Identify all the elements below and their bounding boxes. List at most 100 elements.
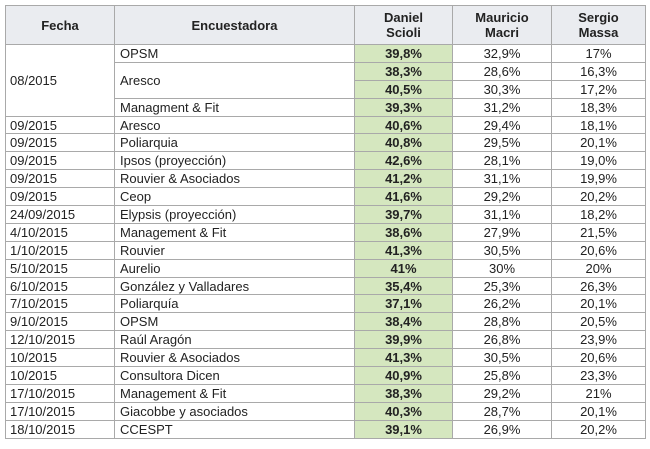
cell-massa: 21,5% <box>551 222 646 242</box>
cell-macri: 32,9% <box>452 44 552 63</box>
cell-fecha: 7/10/2015 <box>5 294 115 314</box>
cell-massa: 20,2% <box>551 419 646 439</box>
cell-massa: 20,6% <box>551 240 646 260</box>
cell-macri: 30,5% <box>452 240 552 260</box>
cell-scioli: 40,6% <box>354 115 453 135</box>
table-row: 09/2015 Ceop 41,6% 29,2% 20,2% <box>5 187 646 207</box>
table-row: 09/2015 Rouvier & Asociados 41,2% 31,1% 19,9… <box>5 169 646 189</box>
cell-encuestadora: CCESPT <box>114 419 355 439</box>
cell-massa: 16,3% <box>551 61 646 81</box>
cell-macri: 25,8% <box>452 366 552 385</box>
cell-massa: 26,3% <box>551 276 646 296</box>
cell-massa: 20,5% <box>551 312 646 332</box>
cell-fecha: 1/10/2015 <box>5 240 115 260</box>
cell-macri: 28,6% <box>452 61 552 81</box>
cell-scioli: 41,2% <box>354 169 453 189</box>
table-row: 4/10/2015 Management & Fit 38,6% 27,9% 21,5% <box>5 222 646 242</box>
cell-massa: 20,2% <box>551 187 646 207</box>
cell-encuestadora: Aresco <box>114 115 355 135</box>
cell-macri: 29,5% <box>452 133 552 153</box>
cell-scioli: 38,3% <box>354 383 453 403</box>
header-encuestadora: Encuestadora <box>114 5 355 45</box>
table-row: 1/10/2015 Rouvier 41,3% 30,5% 20,6% <box>5 240 646 260</box>
table-row: 08/2015 OPSM 39,8% 32,9% 17% <box>5 44 646 117</box>
header-scioli: Daniel Scioli <box>354 5 453 45</box>
cell-encuestadora: Rouvier & Asociados <box>114 169 355 189</box>
header-scioli-line1: Daniel <box>383 10 423 25</box>
cell-scioli: 39,3% <box>354 97 453 117</box>
cell-macri: 29,4% <box>452 115 552 135</box>
cell-encuestadora: Rouvier & Asociados <box>114 348 355 368</box>
cell-fecha: 09/2015 <box>5 133 115 153</box>
cell-macri: 30,5% <box>452 348 552 368</box>
cell-scioli: 38,4% <box>354 312 453 332</box>
cell-massa: 18,3% <box>551 97 646 117</box>
cell-macri: 30,3% <box>452 79 552 99</box>
cell-encuestadora: Ipsos (proyección) <box>114 151 355 171</box>
cell-fecha: 09/2015 <box>5 151 115 171</box>
cell-scioli: 39,1% <box>354 419 453 439</box>
header-macri: Mauricio Macri <box>452 5 552 45</box>
cell-massa: 20,1% <box>551 294 646 314</box>
cell-encuestadora: Poliarquía <box>114 294 355 314</box>
cell-scioli: 40,9% <box>354 366 453 385</box>
cell-encuestadora: OPSM <box>114 312 355 332</box>
table-row: 10/2015 Consultora Dicen 40,9% 25,8% 23,3% <box>5 366 646 385</box>
cell-scioli: 40,8% <box>354 133 453 153</box>
table-row: 17/10/2015 Management & Fit 38,3% 29,2% 21% <box>5 383 646 403</box>
cell-encuestadora: Management & Fit <box>114 222 355 242</box>
cell-encuestadora: Giacobbe y asociados <box>114 401 355 421</box>
cell-macri: 26,2% <box>452 294 552 314</box>
cell-encuestadora: Managment & Fit <box>114 97 355 117</box>
cell-encuestadora: Poliarquia <box>114 133 355 153</box>
cell-scioli: 41,3% <box>354 240 453 260</box>
cell-scioli: 42,6% <box>354 151 453 171</box>
table-row: 5/10/2015 Aurelio 41% 30% 20% <box>5 258 646 278</box>
cell-macri: 29,2% <box>452 187 552 207</box>
cell-macri: 26,9% <box>452 419 552 439</box>
cell-fecha: 09/2015 <box>5 169 115 189</box>
header-fecha: Fecha <box>5 5 115 45</box>
table-row: 9/10/2015 OPSM 38,4% 28,8% 20,5% <box>5 312 646 332</box>
table-row: 09/2015 Ipsos (proyección) 42,6% 28,1% 19,0% <box>5 151 646 171</box>
cell-encuestadora: Elypsis (proyección) <box>114 205 355 224</box>
cell-scioli: 39,7% <box>354 205 453 224</box>
table-row: 6/10/2015 González y Valladares 35,4% 25,3%… <box>5 276 646 296</box>
cell-fecha: 9/10/2015 <box>5 312 115 332</box>
header-scioli-line2: Scioli <box>386 25 421 40</box>
cell-fecha: 10/2015 <box>5 348 115 368</box>
table-row: Managment & Fit 39,3% 31,2% 18,3% <box>6 97 646 117</box>
table-row: 09/2015 Poliarquia 40,8% 29,5% 20,1% <box>5 133 646 153</box>
cell-scioli: 41% <box>354 258 453 278</box>
cell-massa: 17,2% <box>551 79 646 99</box>
cell-scioli: 35,4% <box>354 276 453 296</box>
cell-massa: 18,1% <box>551 115 646 135</box>
cell-scioli: 40,5% <box>354 79 453 99</box>
cell-fecha: 18/10/2015 <box>5 419 115 439</box>
cell-scioli: 37,1% <box>354 294 453 314</box>
header-massa-line1: Sergio <box>578 10 619 25</box>
table-row: 18/10/2015 CCESPT 39,1% 26,9% 20,2% <box>5 419 646 439</box>
header-massa-line2: Massa <box>578 25 619 40</box>
cell-massa: 20,1% <box>551 401 646 421</box>
table-row: 7/10/2015 Poliarquía 37,1% 26,2% 20,1% <box>5 294 646 314</box>
cell-massa: 23,3% <box>551 366 646 385</box>
cell-encuestadora: Rouvier <box>114 240 355 260</box>
cell-fecha: 17/10/2015 <box>5 401 115 421</box>
cell-massa: 20,6% <box>551 348 646 368</box>
cell-massa: 21% <box>551 383 646 403</box>
header-macri-line2: Macri <box>485 25 519 40</box>
cell-scioli: 41,3% <box>354 348 453 368</box>
cell-massa: 20% <box>551 258 646 278</box>
cell-scioli: 39,9% <box>354 330 453 350</box>
cell-macri: 31,1% <box>452 205 552 224</box>
cell-fecha: 09/2015 <box>5 187 115 207</box>
cell-encuestadora: Ceop <box>114 187 355 207</box>
cell-encuestadora: Raúl Aragón <box>114 330 355 350</box>
cell-encuestadora: González y Valladares <box>114 276 355 296</box>
cell-scioli: 40,3% <box>354 401 453 421</box>
cell-fecha: 09/2015 <box>5 115 115 135</box>
cell-encuestadora: Management & Fit <box>114 383 355 403</box>
cell-fecha: 08/2015 <box>5 44 115 117</box>
cell-massa: 17% <box>551 44 646 63</box>
